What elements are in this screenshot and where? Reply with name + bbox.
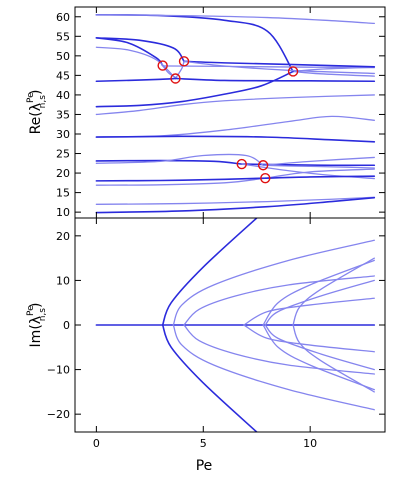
bottom-series-line-13 bbox=[292, 257, 375, 326]
top-series-line-9 bbox=[174, 60, 185, 80]
top-series-line-14 bbox=[183, 60, 375, 75]
top-marker-layer bbox=[157, 56, 299, 184]
top-series-line-11 bbox=[95, 77, 177, 83]
top-bifurcation-marker-5 bbox=[257, 160, 269, 171]
bottom-series-line-2 bbox=[161, 324, 258, 432]
top-series-line-29 bbox=[95, 196, 376, 214]
bottom-series-line-11 bbox=[264, 279, 375, 326]
top-y-tick-label-7: 45 bbox=[56, 69, 70, 82]
top-y-tick-label-0: 10 bbox=[56, 206, 70, 219]
top-bifurcation-marker-4 bbox=[236, 158, 247, 170]
bottom-tick-layer: −20 −10 0 10 20 0 5 10 bbox=[47, 218, 385, 450]
top-y-tick-label-5: 35 bbox=[56, 108, 70, 121]
bottom-series-line-4 bbox=[172, 324, 375, 411]
bottom-y-tick-label-3: 10 bbox=[56, 274, 70, 287]
top-series-line-27 bbox=[264, 175, 376, 179]
top-y-tick-label-9: 55 bbox=[56, 30, 70, 43]
x-axis-label: Pe bbox=[196, 458, 213, 474]
top-tick-layer: 10 15 20 25 30 35 40 45 50 55 60 bbox=[56, 7, 385, 219]
bottom-series-line-8 bbox=[243, 324, 375, 353]
top-y-tick-label-8: 50 bbox=[56, 50, 70, 63]
top-series-line-26 bbox=[95, 177, 267, 182]
bottom-series-line-1 bbox=[161, 218, 258, 326]
top-series-line-25 bbox=[264, 168, 375, 179]
top-series-line-12 bbox=[95, 37, 185, 63]
top-series-line-8 bbox=[95, 46, 177, 80]
top-series-line-15 bbox=[95, 94, 375, 116]
top-series-line-21 bbox=[95, 153, 264, 166]
top-bifurcation-marker-0 bbox=[157, 60, 168, 71]
top-y-tick-label-3: 25 bbox=[56, 148, 70, 161]
top-series-line-13 bbox=[183, 60, 376, 68]
top-bifurcation-marker-3 bbox=[287, 66, 299, 77]
bottom-series-line-10 bbox=[262, 324, 375, 391]
top-series-line-16 bbox=[95, 115, 375, 138]
top-y-tick-label-6: 40 bbox=[56, 89, 70, 102]
bottom-x-tick-label-0: 0 bbox=[93, 437, 100, 450]
bottom-series-line-9 bbox=[262, 259, 375, 326]
top-panel: 10 15 20 25 30 35 40 45 50 55 60 Re(λPe n,s) bbox=[26, 6, 386, 219]
bottom-y-tick-label-4: 20 bbox=[56, 230, 70, 243]
bottom-y-tick-label-0: −20 bbox=[47, 408, 70, 421]
top-bifurcation-marker-2 bbox=[178, 56, 190, 67]
top-series-line-24 bbox=[95, 177, 266, 186]
bottom-series-line-14 bbox=[292, 324, 375, 393]
top-series-line-20 bbox=[241, 163, 375, 180]
bottom-panel: −20 −10 0 10 20 0 5 10 Im(λPe n,s) Pe bbox=[26, 217, 386, 474]
top-series-line-4 bbox=[95, 70, 294, 108]
top-y-axis-label: Re(λPe n,s) bbox=[26, 90, 48, 135]
bottom-x-tick-label-1: 5 bbox=[200, 437, 207, 450]
bottom-series-line-6 bbox=[183, 324, 375, 375]
top-series-line-28 bbox=[95, 196, 375, 205]
bottom-series-line-7 bbox=[243, 297, 375, 326]
top-series-line-1 bbox=[292, 70, 375, 77]
top-y-tick-label-10: 60 bbox=[56, 11, 70, 24]
bottom-series-line-12 bbox=[264, 324, 375, 371]
bottom-series-line-5 bbox=[183, 275, 375, 326]
bottom-plot-frame bbox=[74, 217, 386, 433]
top-series-line-23 bbox=[262, 164, 375, 169]
top-series-line-18 bbox=[95, 159, 243, 165]
bottom-y-tick-label-1: −10 bbox=[47, 364, 70, 377]
bottom-x-tick-label-2: 10 bbox=[303, 437, 317, 450]
bottom-y-tick-label-2: 0 bbox=[63, 319, 70, 332]
top-y-tick-label-2: 20 bbox=[56, 167, 70, 180]
bottom-series-layer bbox=[95, 218, 376, 432]
top-series-line-5 bbox=[95, 37, 164, 67]
top-y-tick-label-4: 30 bbox=[56, 128, 70, 141]
top-series-layer bbox=[95, 14, 376, 214]
top-series-line-10 bbox=[174, 77, 376, 83]
top-series-line-17 bbox=[95, 135, 376, 143]
bottom-series-line-3 bbox=[172, 239, 375, 326]
top-bifurcation-marker-6 bbox=[260, 172, 271, 184]
top-series-line-3 bbox=[95, 14, 375, 25]
top-y-tick-label-1: 15 bbox=[56, 187, 70, 200]
top-bifurcation-marker-1 bbox=[170, 73, 181, 84]
bottom-y-axis-label: Im(λPe n,s) bbox=[26, 303, 48, 348]
top-series-line-22 bbox=[262, 156, 375, 166]
